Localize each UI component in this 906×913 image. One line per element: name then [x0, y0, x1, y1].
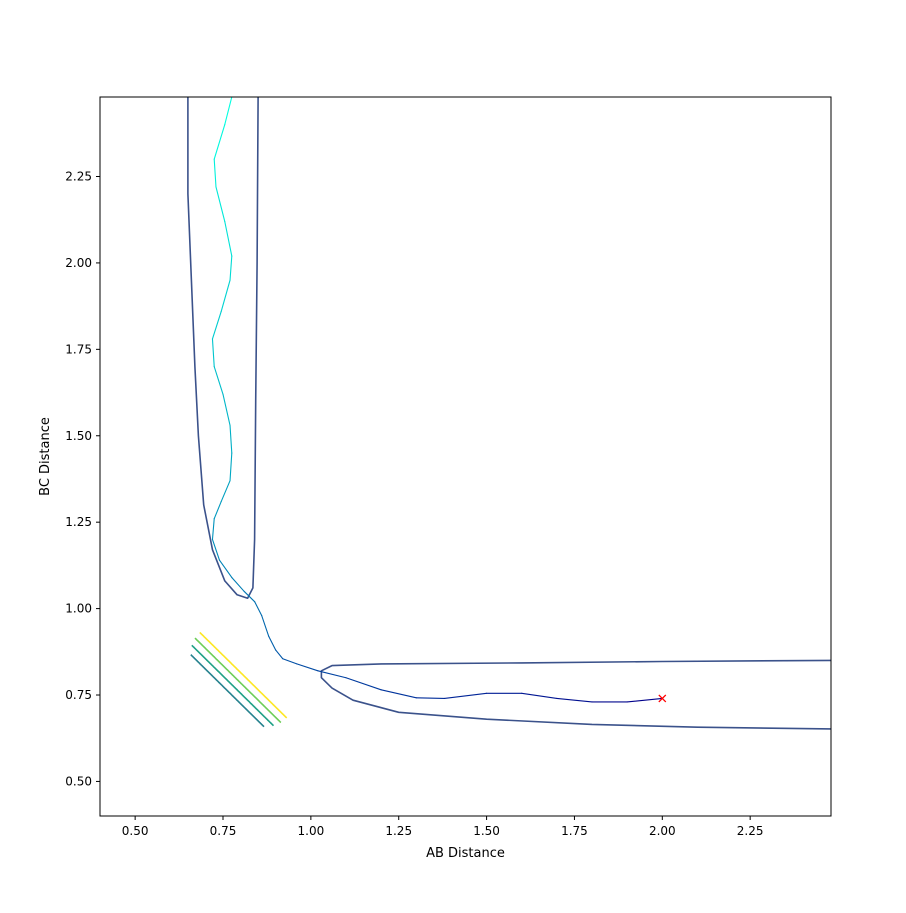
y-tick-label: 2.00	[65, 256, 92, 270]
y-tick-label: 2.25	[65, 170, 92, 184]
x-tick-label: 1.50	[473, 824, 500, 838]
x-tick-label: 2.25	[737, 824, 764, 838]
trajectory-segment	[261, 614, 270, 637]
plot-area	[187, 97, 831, 730]
trajectory-segment	[231, 576, 245, 592]
x-tick-label: 0.75	[210, 824, 237, 838]
y-tick-label: 0.75	[65, 688, 92, 702]
trajectory-segment	[220, 480, 231, 502]
y-tick-label: 1.00	[65, 602, 92, 616]
trajectory-segment	[224, 220, 233, 257]
x-axis: 0.50 0.75 1.00 1.25 1.50 1.75 2.00 2.25	[122, 816, 764, 838]
x-tick-label: 1.25	[385, 824, 412, 838]
trajectory-segment	[521, 692, 558, 700]
trajectory-segment	[229, 452, 233, 482]
trajectory-segment	[211, 338, 215, 368]
trajectory-segment	[345, 677, 382, 691]
contour-level-4	[199, 631, 288, 719]
trajectory-segment	[282, 658, 298, 665]
y-tick-label: 1.25	[65, 515, 92, 529]
trajectory-segment	[218, 559, 233, 579]
trajectory-segment	[213, 366, 224, 395]
x-tick-label: 1.00	[298, 824, 325, 838]
trajectory-segment	[275, 649, 284, 660]
trajectory-segment	[415, 697, 445, 700]
trajectory-segment	[224, 97, 233, 126]
y-axis: 0.50 0.75 1.00 1.25 1.50 1.75 2.00 2.25	[65, 170, 100, 788]
trajectory-segment	[626, 697, 663, 703]
trajectory-segment	[229, 255, 233, 281]
trajectory-segment	[296, 663, 319, 672]
x-axis-label: AB Distance	[426, 846, 505, 861]
trajectory-segment	[229, 424, 233, 454]
trajectory-segment	[215, 186, 226, 222]
trajectory-segment	[222, 393, 231, 426]
contour-level-3	[194, 637, 282, 724]
trajectory-segment	[556, 697, 593, 703]
y-axis-label: BC Distance	[38, 417, 53, 496]
trajectory-segment	[211, 538, 221, 561]
y-tick-label: 1.50	[65, 429, 92, 443]
x-tick-label: 2.00	[649, 824, 676, 838]
y-tick-label: 0.50	[65, 774, 92, 788]
marker-stroke	[658, 694, 667, 703]
trajectory-segment	[213, 124, 226, 160]
trajectory-segment	[213, 158, 217, 188]
trajectory-segment	[380, 689, 417, 699]
trajectory-segment	[243, 590, 256, 603]
trajectory-end-marker	[658, 694, 667, 703]
contour-level-1	[190, 654, 265, 728]
trajectory-segment	[443, 692, 488, 700]
trajectory-segment	[268, 635, 277, 651]
trajectory-segment	[211, 310, 222, 340]
trajectory-segment	[317, 670, 347, 679]
trajectory-segment	[220, 279, 231, 312]
trajectory-segment	[213, 500, 222, 520]
x-tick-label: 1.75	[561, 824, 588, 838]
contour-inner-bottom	[320, 659, 831, 730]
trajectory-segment	[254, 601, 263, 617]
plot-frame	[99, 96, 832, 817]
trajectory-segment	[211, 518, 215, 541]
x-tick-label: 0.50	[122, 824, 149, 838]
contour-level-2	[191, 644, 275, 727]
y-tick-label: 1.75	[65, 342, 92, 356]
contour-inner-left	[187, 97, 259, 599]
